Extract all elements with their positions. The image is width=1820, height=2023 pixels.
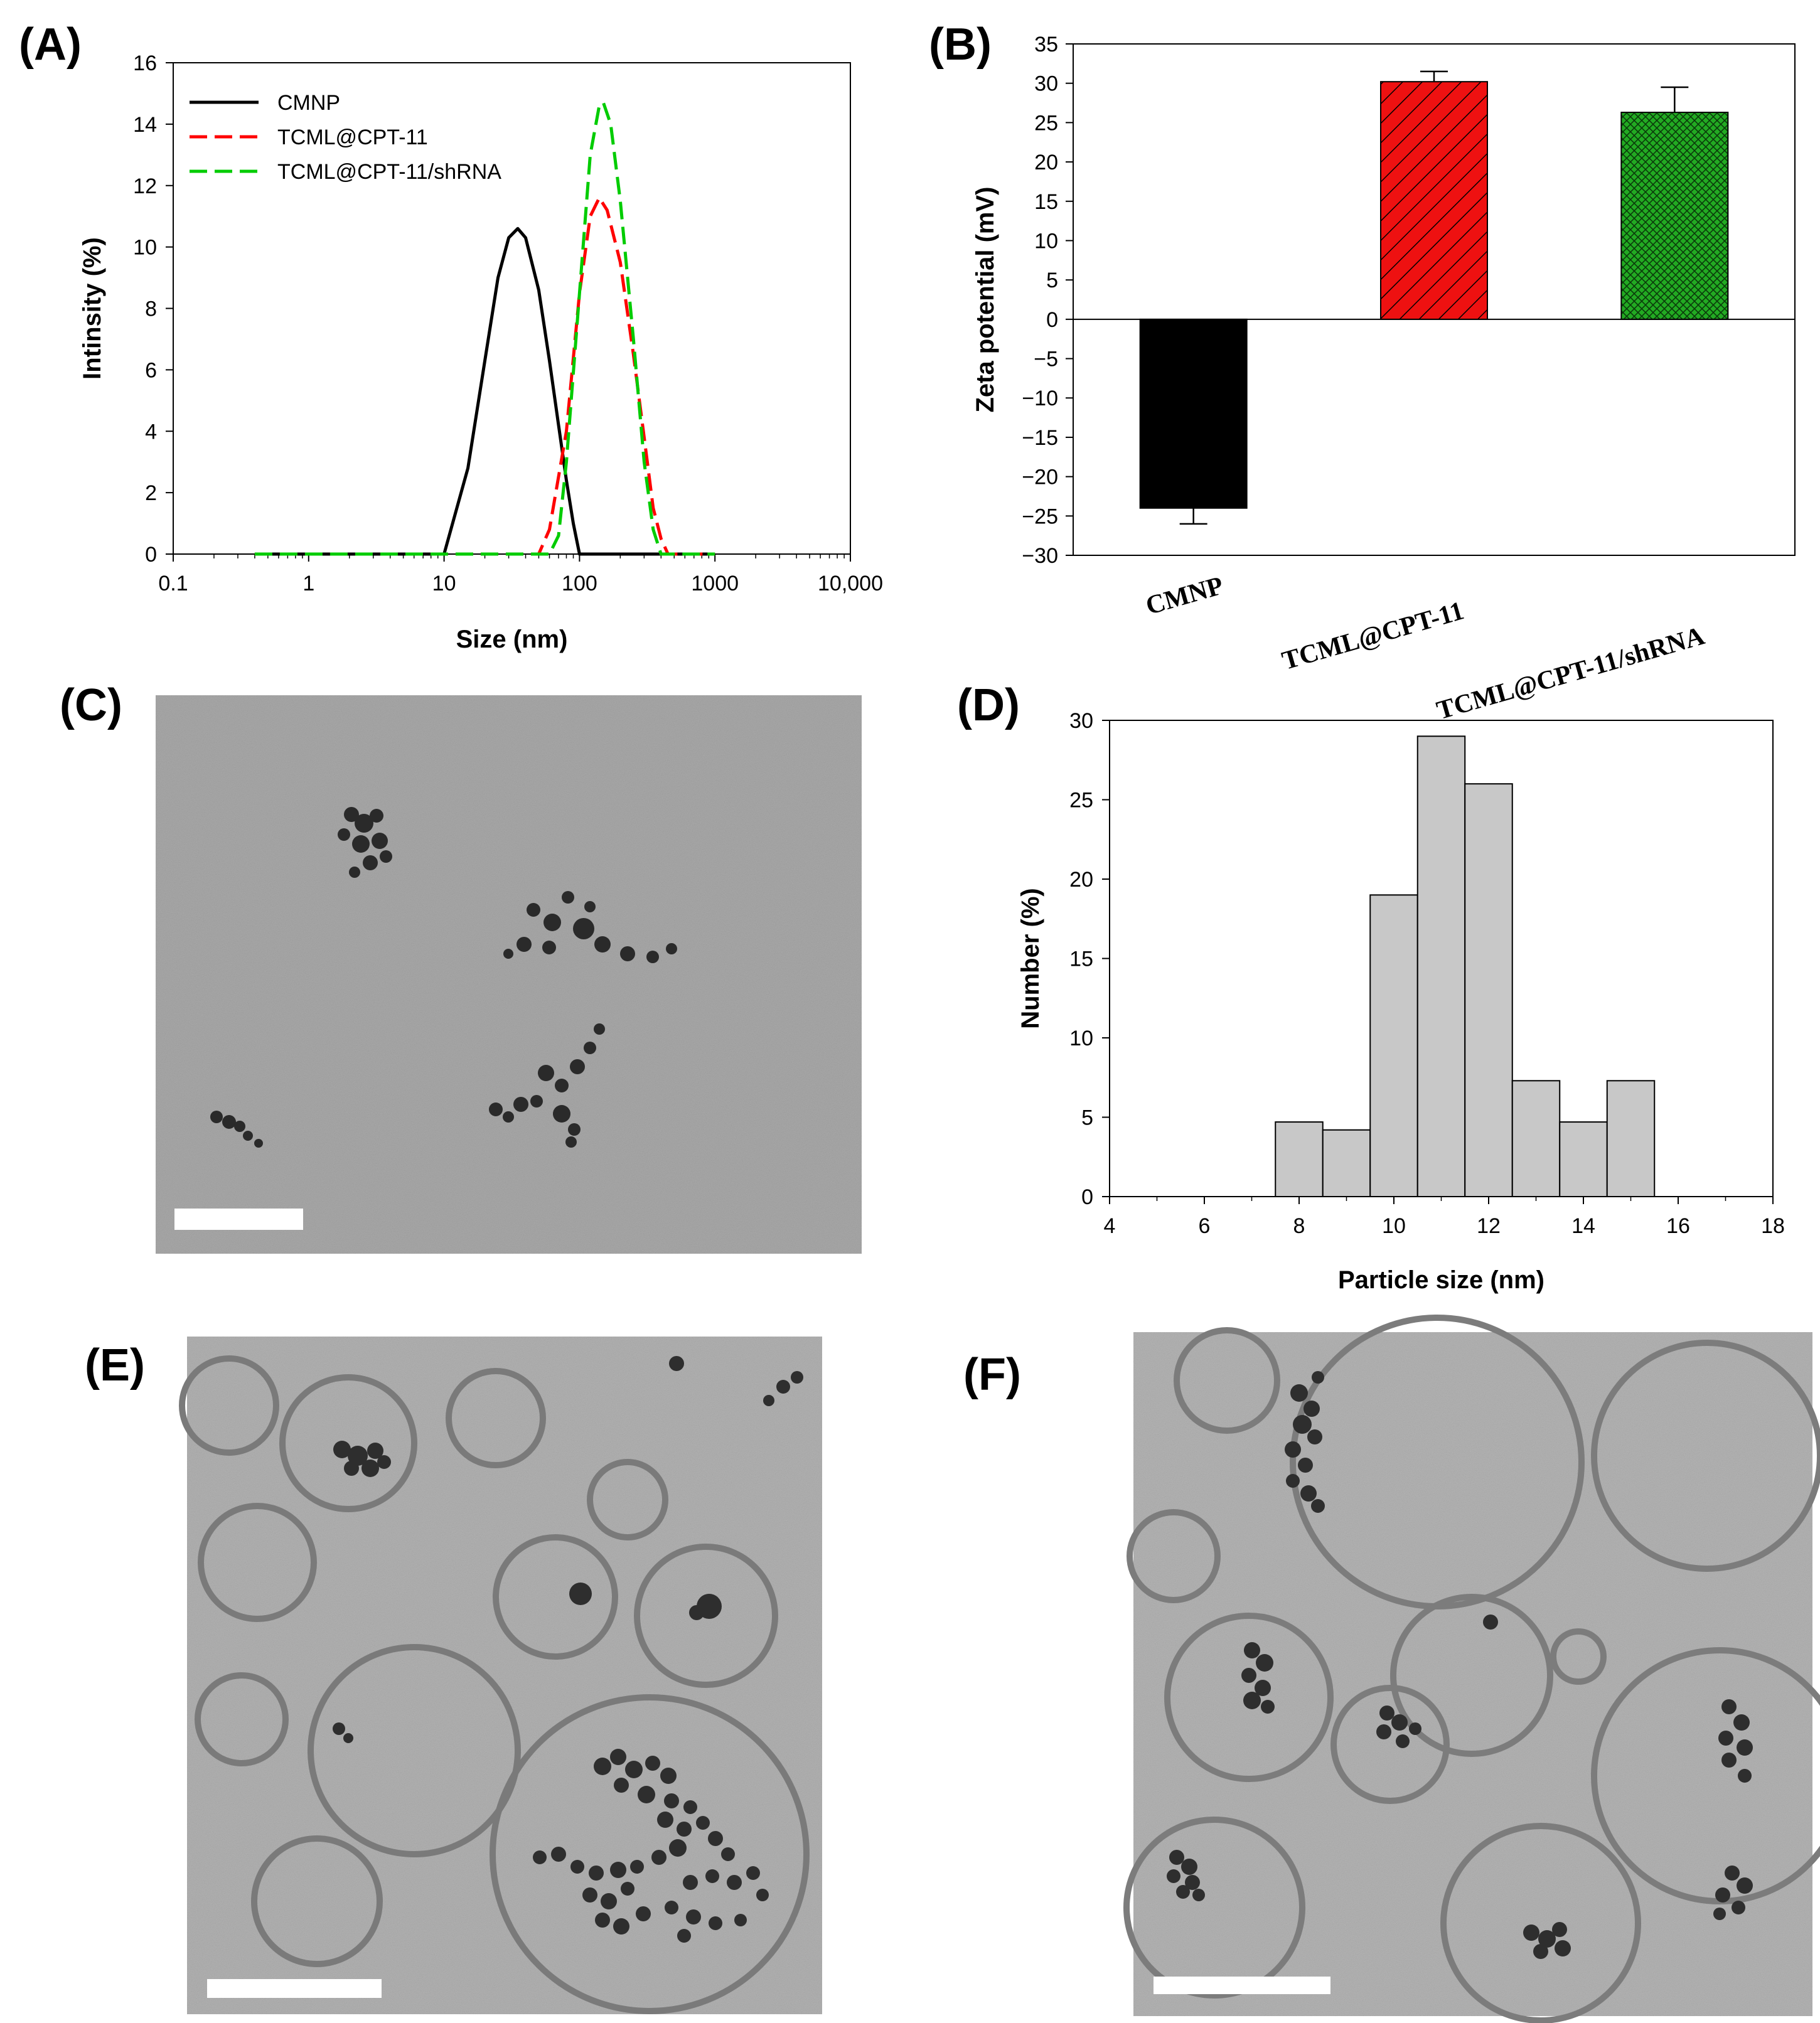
nanoparticle-cluster-e bbox=[333, 1356, 803, 1943]
bar-tcml-cpt-11-shrna bbox=[1620, 112, 1729, 320]
y-tick-label-d: 0 bbox=[1081, 1185, 1093, 1209]
histogram-bar bbox=[1416, 735, 1466, 1198]
series-line-tcml-cpt-11 bbox=[254, 196, 715, 556]
panel-label-f: (F) bbox=[963, 1350, 1021, 1400]
panel-label-c: (C) bbox=[60, 680, 122, 730]
x-tick-label-d: 14 bbox=[1571, 1214, 1595, 1238]
histogram-bar bbox=[1559, 1121, 1608, 1197]
panel-label-b: (B) bbox=[929, 19, 992, 70]
chart-b-zeta-potential: 35 30 25 20 15 10 5 0 −5 −10 −15 −20 −25 −30 CMNP TCML@… bbox=[972, 33, 1796, 725]
plot-frame-b bbox=[1073, 43, 1796, 556]
histogram-bar bbox=[1369, 894, 1418, 1198]
y-tick-label-a: 14 bbox=[133, 113, 157, 137]
y-tick-label-a: 12 bbox=[133, 174, 157, 198]
histogram-bar bbox=[1464, 783, 1513, 1197]
legend-label-a: TCML@CPT-11/shRNA bbox=[277, 160, 501, 184]
y-tick-label-b: −10 bbox=[1022, 387, 1058, 410]
tem-image-c bbox=[156, 695, 862, 1254]
bar-tcml-cpt-11 bbox=[1380, 81, 1488, 320]
x-tick-label-a: 10 bbox=[432, 572, 456, 595]
panel-label-d: (D) bbox=[957, 680, 1020, 730]
tem-image-e bbox=[179, 1337, 822, 2014]
y-tick-label-d: 25 bbox=[1069, 789, 1093, 813]
chart-a-size-distribution: 0.1 1 10 100 1000 10,000 0 2 4 6 8 10 12 14 16 CMNP TCML… bbox=[78, 51, 883, 653]
y-tick-label-b: −5 bbox=[1034, 348, 1058, 371]
legend-label-a: CMNP bbox=[277, 91, 340, 115]
y-tick-label-b: 20 bbox=[1034, 151, 1058, 174]
x-tick-label-d: 10 bbox=[1382, 1214, 1406, 1238]
y-tick-label-b: 30 bbox=[1034, 72, 1058, 96]
y-tick-label-b: 35 bbox=[1034, 33, 1058, 56]
y-tick-label-b: 5 bbox=[1046, 269, 1058, 292]
x-tick-label-d: 8 bbox=[1293, 1214, 1305, 1238]
y-tick-label-b: 10 bbox=[1034, 229, 1058, 253]
y-tick-label-b: 15 bbox=[1034, 190, 1058, 214]
tem-image-f bbox=[1123, 1315, 1820, 2023]
bar-cmnp bbox=[1139, 318, 1248, 509]
nanoparticle-cluster-c bbox=[210, 807, 677, 1148]
nanoparticle-cluster-f bbox=[1167, 1371, 1753, 1959]
x-tick-label-d: 4 bbox=[1104, 1214, 1116, 1238]
y-tick-label-b: −15 bbox=[1022, 426, 1058, 450]
x-tick-label-d: 12 bbox=[1477, 1214, 1501, 1238]
x-tick-label-a: 1000 bbox=[691, 572, 739, 595]
y-axis-title-a: Intinsity (%) bbox=[78, 237, 106, 380]
histogram-bar bbox=[1275, 1121, 1324, 1197]
y-tick-label-d: 15 bbox=[1069, 947, 1093, 971]
y-tick-label-a: 8 bbox=[145, 297, 157, 321]
y-tick-label-d: 30 bbox=[1069, 709, 1093, 733]
y-tick-label-d: 5 bbox=[1081, 1106, 1093, 1130]
category-label-b: TCML@CPT-11 bbox=[1279, 596, 1467, 676]
scale-bar-c bbox=[174, 1209, 303, 1230]
histogram-bar bbox=[1606, 1080, 1656, 1198]
y-tick-label-a: 4 bbox=[145, 420, 157, 444]
y-axis-title-d: Number (%) bbox=[1017, 888, 1044, 1028]
legend-label-a: TCML@CPT-11 bbox=[277, 125, 428, 149]
y-tick-label-a: 16 bbox=[133, 51, 157, 75]
histogram-bar bbox=[1511, 1080, 1561, 1198]
panel-label-e: (E) bbox=[85, 1340, 145, 1390]
y-tick-label-d: 10 bbox=[1069, 1027, 1093, 1050]
scale-bar-f bbox=[1154, 1977, 1330, 1994]
category-label-b: TCML@CPT-11/shRNA bbox=[1433, 621, 1708, 725]
y-tick-label-a: 2 bbox=[145, 481, 157, 505]
scale-bar-e bbox=[207, 1979, 382, 1998]
y-tick-label-b: −30 bbox=[1022, 544, 1058, 568]
y-tick-label-b: 25 bbox=[1034, 111, 1058, 135]
y-tick-label-a: 0 bbox=[145, 543, 157, 567]
y-tick-label-b: −20 bbox=[1022, 466, 1058, 489]
y-tick-label-d: 20 bbox=[1069, 868, 1093, 892]
x-tick-label-d: 16 bbox=[1666, 1214, 1690, 1238]
y-tick-label-a: 6 bbox=[145, 358, 157, 382]
x-axis-title-a: Size (nm) bbox=[456, 626, 568, 653]
x-tick-label-a: 1 bbox=[302, 572, 314, 595]
vesicle-outlines-e bbox=[179, 1355, 810, 2014]
y-tick-label-a: 10 bbox=[133, 236, 157, 260]
x-tick-label-a: 10,000 bbox=[818, 572, 883, 595]
x-tick-label-a: 0.1 bbox=[158, 572, 188, 595]
histogram-bar bbox=[1322, 1129, 1371, 1197]
x-tick-label-a: 100 bbox=[562, 572, 597, 595]
series-line-tcml-cpt-11-shrna bbox=[254, 101, 715, 556]
category-label-b: CMNP bbox=[1143, 571, 1227, 621]
x-tick-label-d: 6 bbox=[1199, 1214, 1211, 1238]
y-axis-title-b: Zeta potential (mV) bbox=[972, 186, 999, 412]
panel-label-a: (A) bbox=[19, 19, 82, 70]
plot-frame-a bbox=[173, 62, 851, 555]
series-line-cmnp bbox=[254, 227, 715, 556]
x-tick-label-d: 18 bbox=[1761, 1214, 1785, 1238]
y-tick-label-b: 0 bbox=[1046, 308, 1058, 332]
chart-d-particle-histogram: 4 6 8 10 12 14 16 18 0 5 10 15 20 25 30 Particle size (… bbox=[1017, 709, 1785, 1294]
x-axis-title-d: Particle size (nm) bbox=[1338, 1266, 1544, 1294]
y-tick-label-b: −25 bbox=[1022, 504, 1058, 528]
